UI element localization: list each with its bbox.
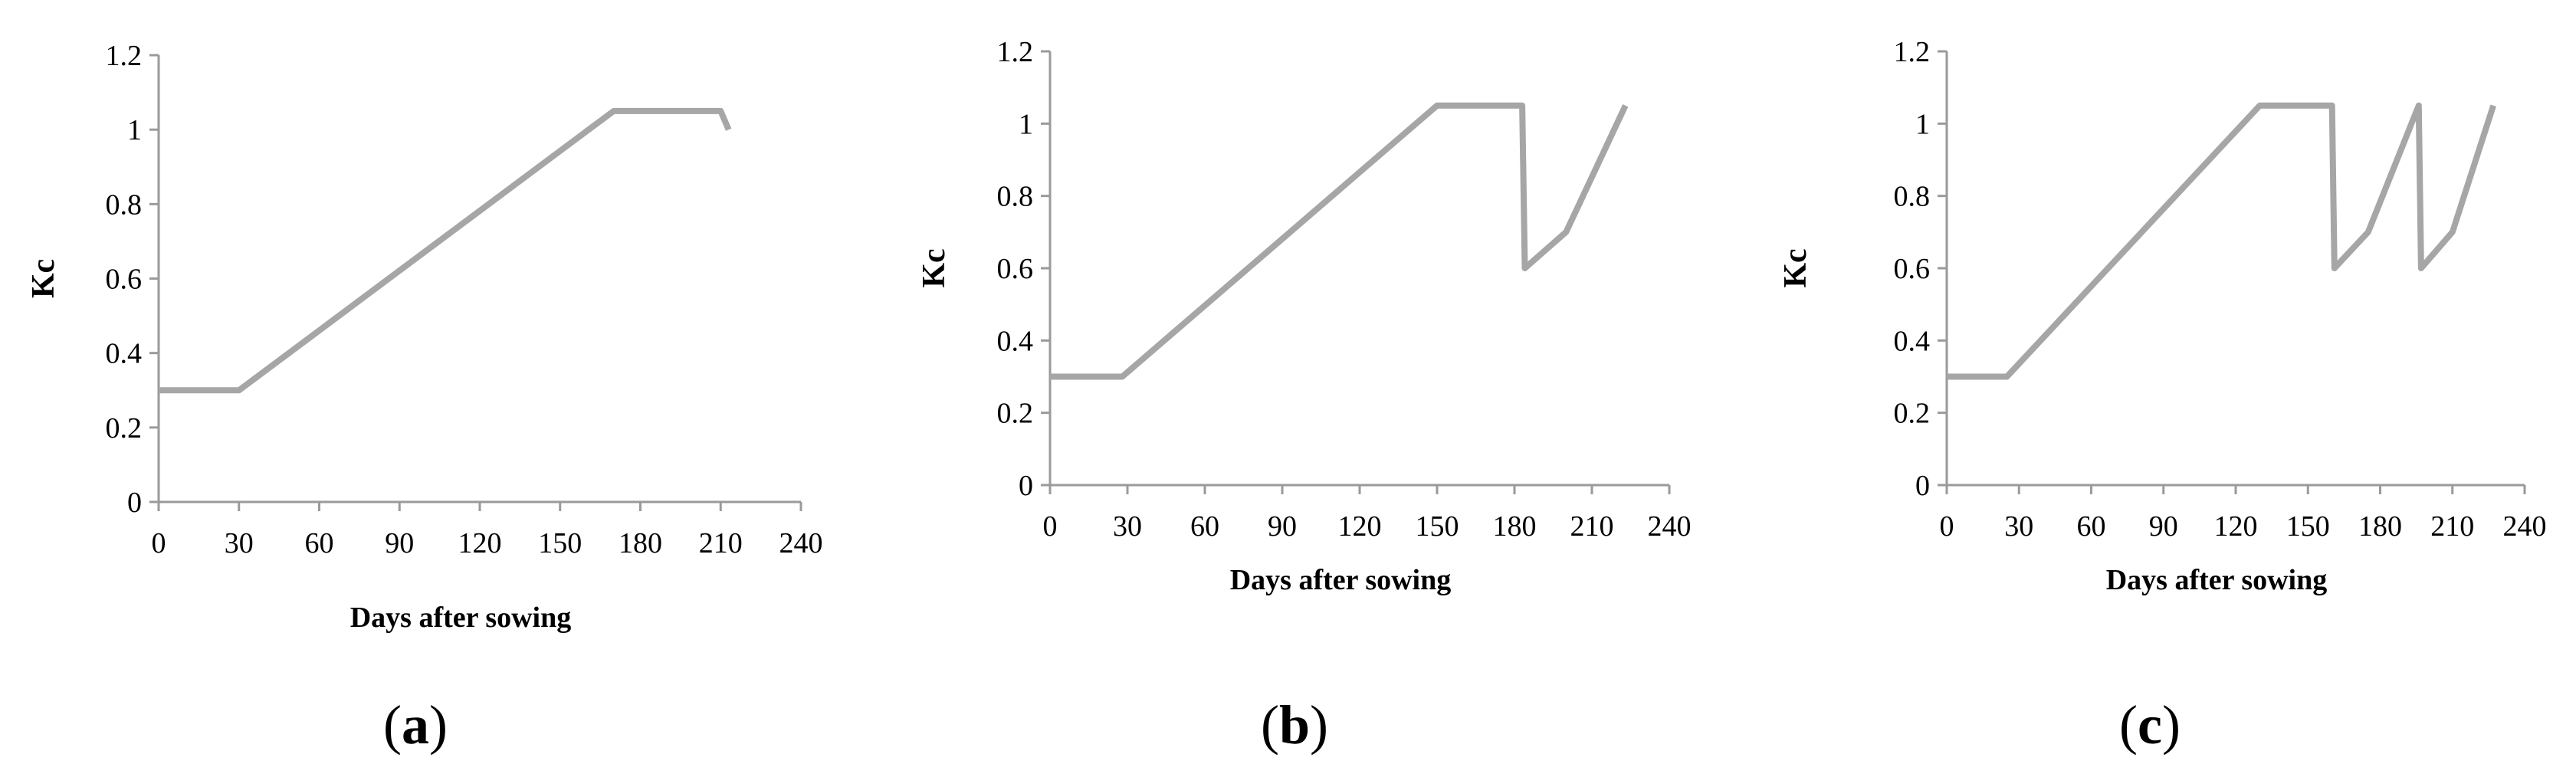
series-line-kc [1947,102,2497,380]
y-tick-label: 1.2 [997,36,1034,68]
x-tick-label: 150 [1416,510,1459,543]
x-tick-label: 90 [385,527,414,559]
x-tick-label: 180 [2358,510,2402,543]
x-tick-label: 210 [1570,510,1614,543]
y-tick-label: 0.4 [1894,325,1931,357]
x-tick-label: 120 [458,527,502,559]
x-tick-label: 90 [1268,510,1297,543]
chart-svg-c: 00.20.40.60.811.20 30 60 90 120 150 180 210 240 … [1778,36,2547,596]
x-tick-label: 240 [1648,510,1692,543]
y-tick-label: 0.6 [997,253,1034,285]
x-tick-label: 30 [225,527,254,559]
x-tick-label: 0 [152,527,166,559]
y-tick-label: 0.8 [106,189,143,221]
panel-caption-c: (c) [2119,694,2181,756]
x-tick-label: 240 [779,527,823,559]
y-tick-label: 0.2 [997,398,1034,430]
x-tick-label: 60 [1190,510,1219,543]
chart-svg-a: 00.20.40.60.811.20 30 60 90 120 150 180 210 240 … [26,40,823,634]
y-axis-title: Kc [26,259,61,298]
x-axis-title: Days after sowing [1230,564,1452,596]
x-tick-label: 150 [538,527,582,559]
y-tick-label: 0 [1019,470,1033,502]
y-tick-label: 0.2 [106,412,143,444]
panel-label: b [1278,694,1311,756]
series-line-kc [1050,102,1629,380]
x-axis-title: Days after sowing [2106,564,2328,596]
chart-svg-b: 00.20.40.60.811.20 30 60 90 120 150 180 210 240 … [917,36,1692,596]
x-tick-label: 180 [1493,510,1537,543]
chart-panel-c: 0 0.2 0.4 0.6 0.8 1 1.2 0 30 60 90 120 150 180 210 240 … [1717,0,2576,774]
y-axis-title: Kc [917,248,952,287]
y-tick-label: 1.2 [106,40,143,72]
x-tick-label: 210 [699,527,743,559]
y-tick-label: 0 [1915,470,1930,502]
y-axis-title: Kc [1778,248,1813,287]
x-axis-title: Days after sowing [350,602,572,634]
x-tick-label: 60 [2077,510,2106,543]
x-tick-label: 120 [2214,510,2258,543]
x-tick-label: 120 [1338,510,1382,543]
panel-label: c [2137,694,2162,756]
x-tick-label: 90 [2149,510,2178,543]
series-line-kc [159,107,732,394]
y-tick-label: 1 [127,114,142,146]
panel-label: a [401,694,429,756]
x-tick-label: 180 [619,527,662,559]
y-tick-label: 0.8 [997,181,1034,213]
chart-panel-a: 0 0.2 0.4 0.6 0.8 1 1.2 0 30 60 90 120 150 180 210 240 … [0,0,858,774]
panel-caption-a: (a) [383,694,448,756]
x-tick-label: 150 [2286,510,2330,543]
x-tick-label: 0 [1940,510,1954,543]
x-tick-label: 240 [2503,510,2547,543]
y-tick-label: 0.6 [1894,253,1931,285]
x-tick-label: 30 [1113,510,1142,543]
x-tick-label: 60 [305,527,334,559]
chart-panel-b: 0 0.2 0.4 0.6 0.8 1 1.2 0 30 60 90 120 150 180 210 240 … [858,0,1717,774]
y-tick-label: 1.2 [1894,36,1931,68]
y-tick-label: 0.4 [106,338,143,370]
y-tick-label: 0.8 [1894,181,1931,213]
y-tick-label: 0.4 [997,325,1034,357]
y-tick-label: 0.6 [106,264,143,296]
x-tick-label: 30 [2004,510,2033,543]
x-tick-label: 210 [2430,510,2474,543]
y-tick-label: 1 [1915,108,1930,140]
y-tick-label: 1 [1019,108,1033,140]
y-tick-label: 0.2 [1894,398,1931,430]
x-tick-label: 0 [1043,510,1058,543]
panel-caption-b: (b) [1261,694,1329,756]
y-tick-label: 0 [127,487,142,519]
